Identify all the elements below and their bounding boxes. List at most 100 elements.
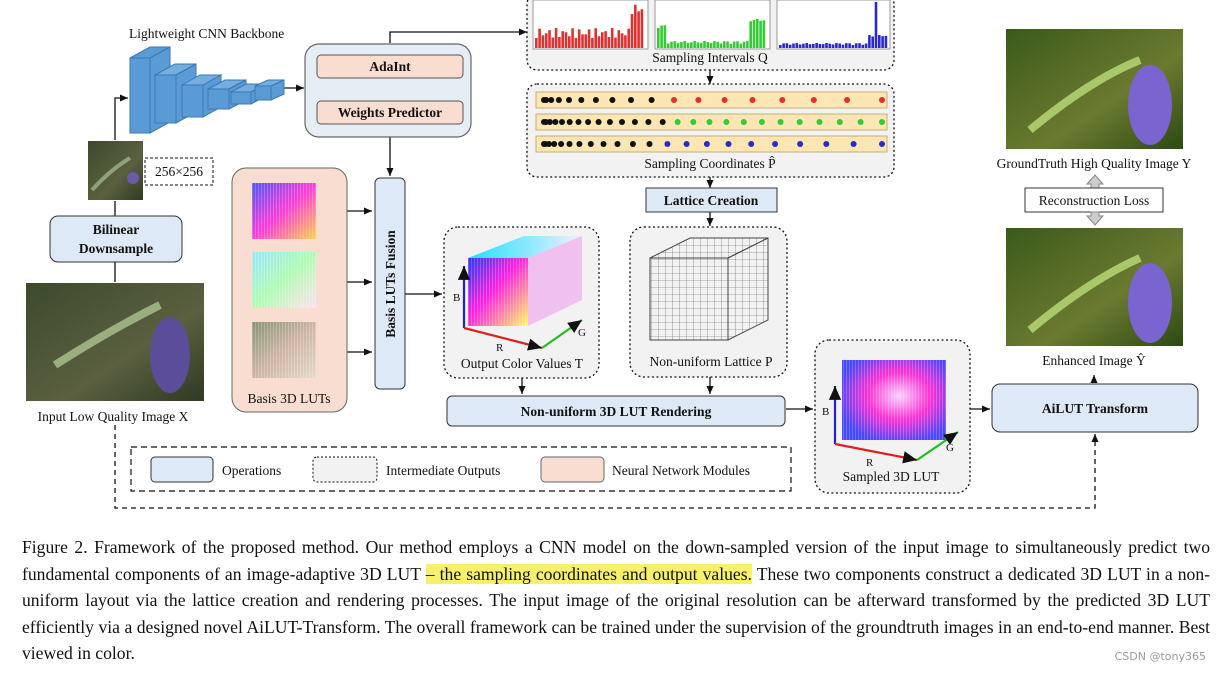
histogram-bar [666,43,670,48]
histogram-bar [739,43,743,48]
output-color-values-label: Output Color Values T [461,356,584,371]
histogram-bar [812,43,815,48]
histogram-bar [818,43,822,48]
nonuniform-lattice-label: Non-uniform Lattice P [650,354,773,369]
histogram-bar [558,36,561,48]
histogram-bar [864,43,868,48]
basis-luts-fusion-label: Basis LUTs Fusion [383,230,398,338]
reconstruction-loss-label: Reconstruction Loss [1039,193,1150,208]
histogram-bar [851,44,855,48]
legend-operations-label: Operations [222,463,281,478]
histogram-bar [713,41,716,48]
histogram-bar [798,44,802,48]
bilinear-label-line1: Bilinear [93,222,140,237]
enhanced-image-label: Enhanced Image Ŷ [1042,353,1146,368]
coordinate-dot [559,119,565,125]
coordinate-dot [566,97,572,103]
groundtruth-image-stem [1027,56,1142,134]
figure-caption: Figure 2. Framework of the proposed meth… [22,534,1210,667]
coordinate-dot [558,141,565,147]
histogram-bar [581,34,584,48]
coordinate-dot [748,141,755,147]
coordinate-dot [592,97,599,103]
histogram-bar [792,43,795,48]
histogram-bar [686,42,690,48]
sampled-axes [828,386,959,464]
histogram-bar [568,36,571,48]
histogram-bar [554,28,558,48]
histogram-bar [693,41,696,48]
histogram-bar [574,37,578,48]
coordinate-dot [797,141,804,147]
sampled-3d-lut-label: Sampled 3D LUT [843,469,940,484]
histogram-bar [607,36,611,48]
coordinate-dot [725,141,732,147]
enhanced-image-flower [1128,263,1172,343]
histogram-bar [584,34,588,48]
bilinear-downsample-box [49,215,183,263]
histogram-bar [726,41,729,48]
legend-intermediate-label: Intermediate Outputs [386,463,500,478]
coordinate-dot [566,119,573,125]
coordinate-dot [879,119,885,125]
histogram-bar [696,42,700,48]
basis-3d-luts-label: Basis 3D LUTs [247,391,330,406]
coordinate-dot [585,119,592,125]
downsampled-image-stem [90,156,132,192]
histogram-bar [785,43,789,48]
output-axis-b: B [453,292,460,304]
histogram-bar [544,33,548,48]
adaint-label: AdaInt [369,59,411,74]
coordinate-dot [723,119,730,125]
histogram-bar [564,32,568,48]
coordinate-dot [706,119,713,125]
histogram-bar [874,2,878,48]
coordinate-dot [555,97,562,103]
histogram-bar [805,43,808,48]
sampling-coordinates-label: Sampling Coordinates P̂ [644,156,775,171]
histogram-bar [561,31,564,48]
histogram-bars [535,2,888,49]
coordinate-dot [646,141,653,147]
histogram-bar [845,43,848,48]
output-axes [457,266,583,351]
coordinate-dot [600,141,607,147]
backbone-label: Lightweight CNN Backbone [129,26,284,41]
legend-intermediate-swatch [312,456,378,483]
lattice-creation-box [645,187,778,213]
histogram-bar [577,29,581,48]
coordinate-dot [545,141,552,147]
coordinate-dots [541,97,885,147]
nonuniform-rendering-label: Non-uniform 3D LUT Rendering [521,404,712,419]
coordinate-dot [721,97,728,103]
histogram-bar [742,41,746,48]
histogram-bar [640,9,644,48]
coordinate-dot [816,119,823,125]
size-label-box [144,157,214,186]
histogram-bar [670,41,673,48]
histogram-bar [673,41,677,48]
groundtruth-image-label: GroundTruth High Quality Image Y [997,156,1192,171]
coordinate-dot [690,119,697,125]
coordinate-dot [578,97,585,103]
histogram-bar [723,41,726,48]
histogram-bar [802,43,805,48]
basis-luts-fusion-box [374,177,406,390]
basis-lut-cube-1 [252,183,316,239]
histogram-blue [776,0,891,50]
coord-row-blue [535,135,888,153]
coordinate-dot [619,119,625,125]
coordinate-dot [758,119,765,125]
nonuniform-rendering-box [446,395,786,427]
histogram-bar [637,11,640,48]
histogram-bar [610,28,614,48]
histogram-bar [732,41,736,48]
sampled-axis-r: R [866,457,874,469]
cnn-backbone-blocks [129,46,285,134]
histogram-bar [779,45,782,48]
histogram-bar [617,30,621,48]
coordinate-dot [740,119,747,125]
histogram-bar [729,43,733,48]
legend-neural-label: Neural Network Modules [612,463,750,478]
